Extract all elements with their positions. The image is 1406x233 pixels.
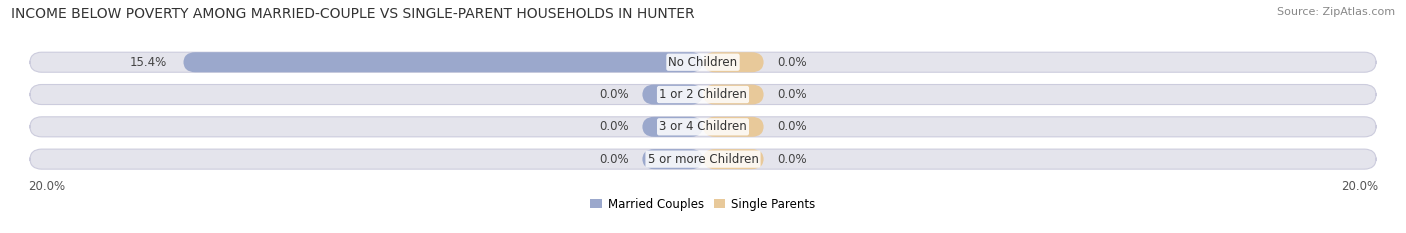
- FancyBboxPatch shape: [703, 85, 763, 105]
- Text: 0.0%: 0.0%: [778, 120, 807, 133]
- Legend: Married Couples, Single Parents: Married Couples, Single Parents: [586, 193, 820, 216]
- Text: INCOME BELOW POVERTY AMONG MARRIED-COUPLE VS SINGLE-PARENT HOUSEHOLDS IN HUNTER: INCOME BELOW POVERTY AMONG MARRIED-COUPL…: [11, 7, 695, 21]
- Text: 0.0%: 0.0%: [778, 88, 807, 101]
- Text: 0.0%: 0.0%: [599, 120, 628, 133]
- FancyBboxPatch shape: [703, 149, 763, 169]
- FancyBboxPatch shape: [703, 52, 763, 72]
- Text: 20.0%: 20.0%: [28, 180, 65, 193]
- Text: 0.0%: 0.0%: [778, 56, 807, 69]
- FancyBboxPatch shape: [643, 117, 703, 137]
- Text: Source: ZipAtlas.com: Source: ZipAtlas.com: [1277, 7, 1395, 17]
- Text: 15.4%: 15.4%: [129, 56, 166, 69]
- Text: No Children: No Children: [668, 56, 738, 69]
- Text: 0.0%: 0.0%: [778, 153, 807, 166]
- Text: 0.0%: 0.0%: [599, 88, 628, 101]
- Text: 5 or more Children: 5 or more Children: [648, 153, 758, 166]
- Text: 0.0%: 0.0%: [599, 153, 628, 166]
- FancyBboxPatch shape: [30, 85, 1376, 105]
- FancyBboxPatch shape: [30, 117, 1376, 137]
- FancyBboxPatch shape: [30, 149, 1376, 169]
- FancyBboxPatch shape: [30, 52, 1376, 72]
- FancyBboxPatch shape: [183, 52, 703, 72]
- FancyBboxPatch shape: [643, 149, 703, 169]
- Text: 1 or 2 Children: 1 or 2 Children: [659, 88, 747, 101]
- FancyBboxPatch shape: [643, 85, 703, 105]
- Text: 3 or 4 Children: 3 or 4 Children: [659, 120, 747, 133]
- FancyBboxPatch shape: [703, 117, 763, 137]
- Text: 20.0%: 20.0%: [1341, 180, 1378, 193]
